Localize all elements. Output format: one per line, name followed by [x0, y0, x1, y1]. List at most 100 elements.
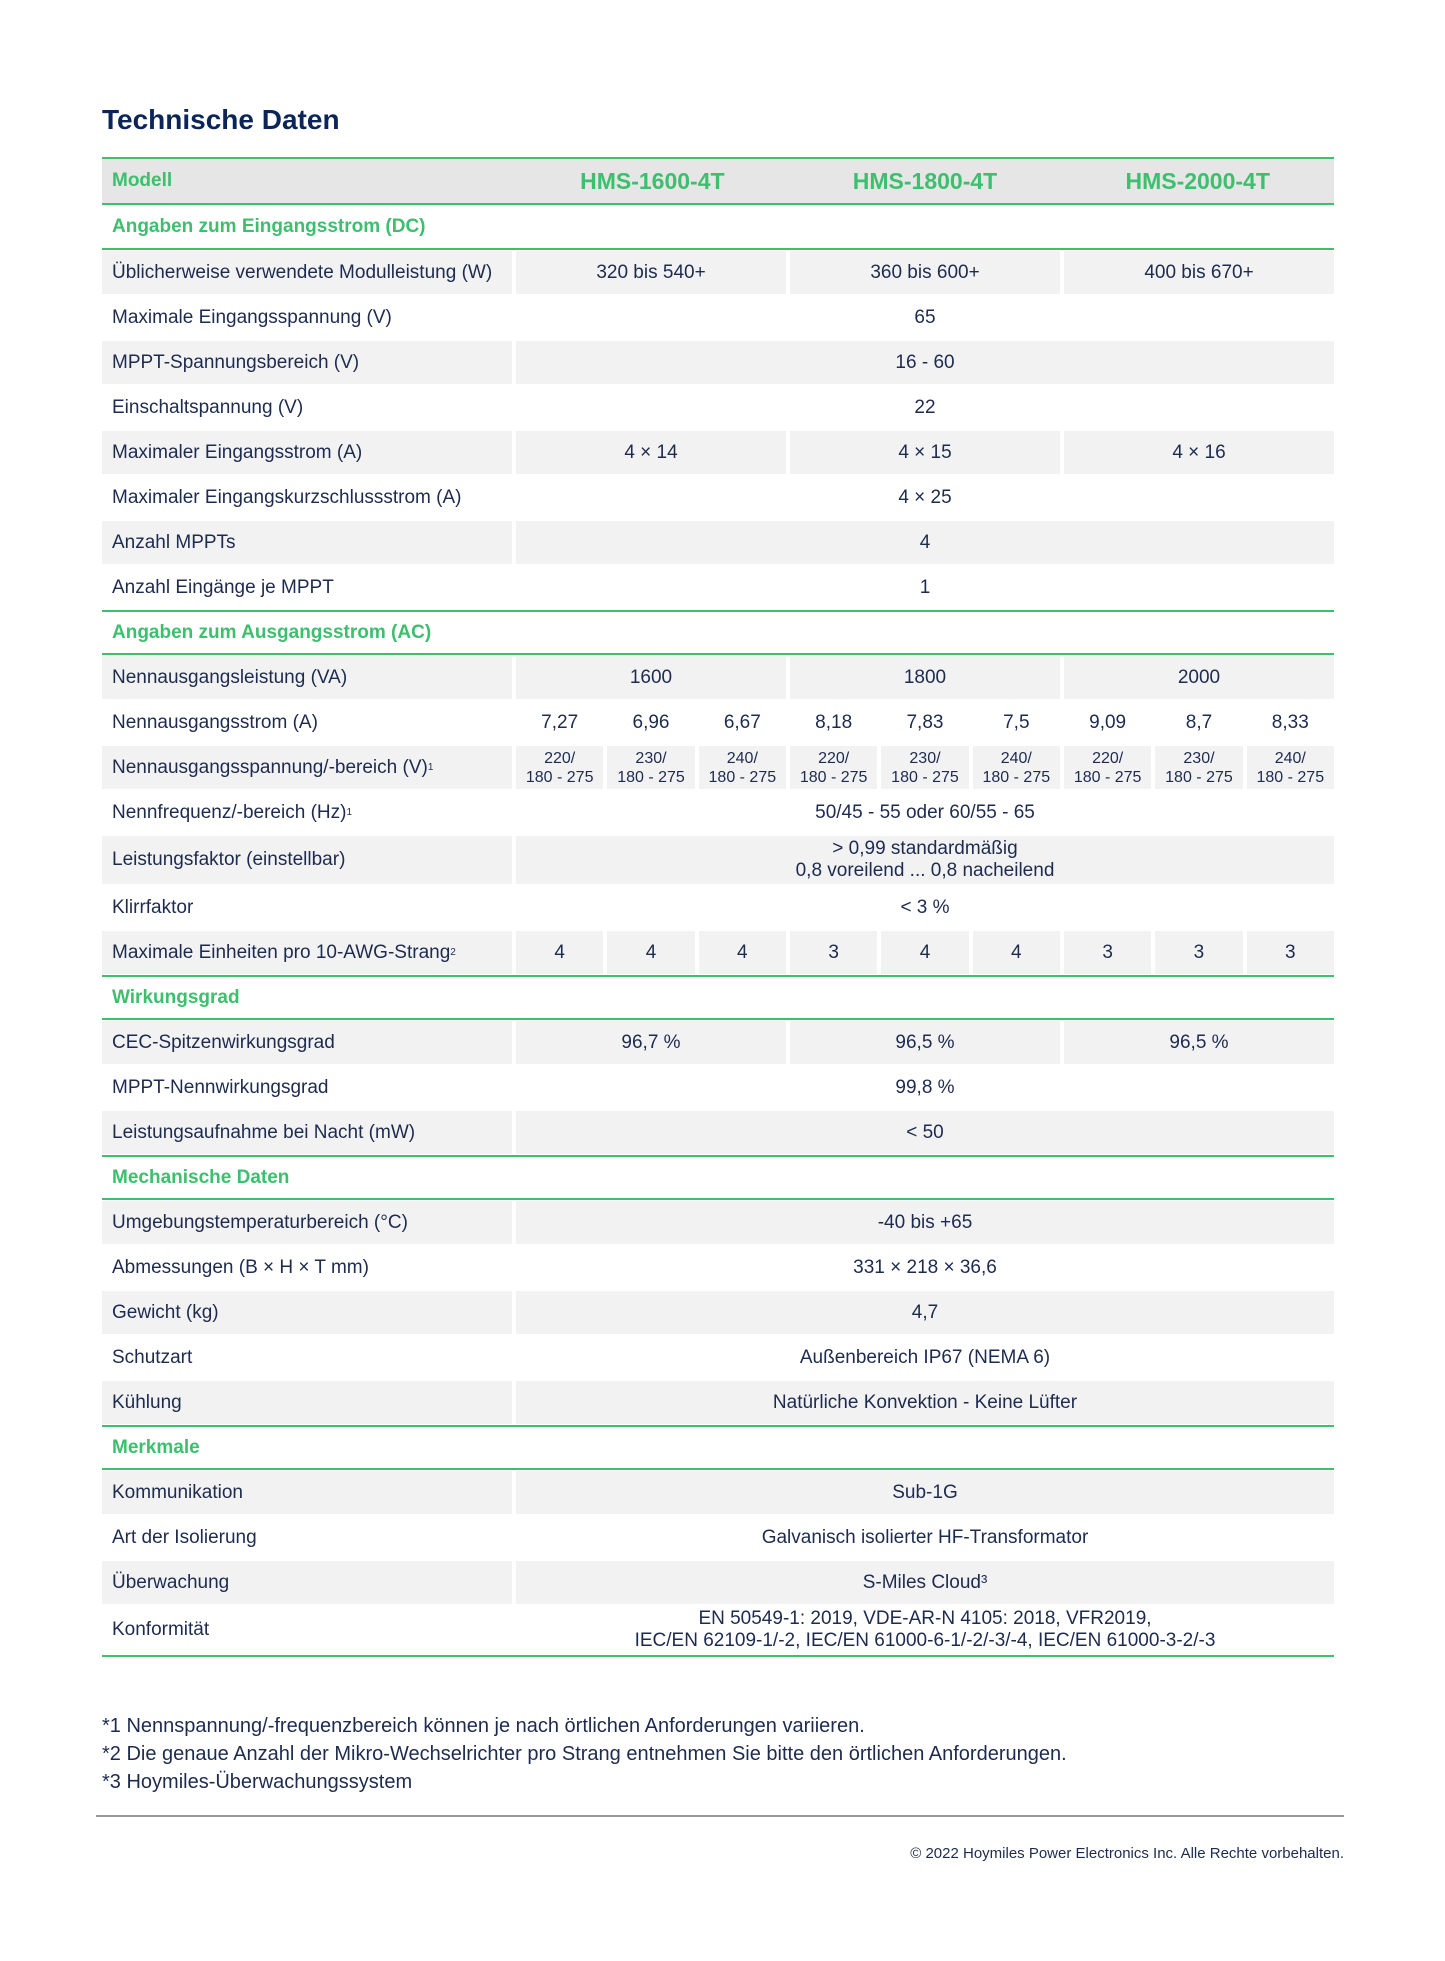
row-values: 331 × 218 × 36,6: [516, 1245, 1334, 1290]
row-label: Leistungsfaktor (einstellbar): [102, 836, 512, 884]
value-cell: 8,18: [815, 711, 853, 733]
row-label-text: CEC-Spitzenwirkungsgrad: [112, 1031, 335, 1053]
value-cell: 4: [972, 931, 1060, 974]
row-label-text: Üblicherweise verwendete Modulleistung (…: [112, 261, 493, 283]
value-cell: 16 - 60: [516, 341, 1334, 384]
value-cell: 99,8 %: [895, 1076, 955, 1098]
value-cell: 220/ 180 - 275: [516, 746, 604, 789]
row-values: 4 × 25: [516, 475, 1334, 520]
row-label: Überwachung: [102, 1561, 512, 1604]
row-label: Einschaltspannung (V): [102, 385, 512, 430]
row-label-text: Gewicht (kg): [112, 1301, 219, 1323]
row-values: 4,7: [516, 1290, 1334, 1335]
value-cell: < 50: [516, 1111, 1334, 1154]
table-row: Konformität EN 50549-1: 2019, VDE-AR-N 41…: [102, 1605, 1334, 1657]
row-label-text: Nennfrequenz/-bereich (Hz): [112, 801, 347, 823]
table-row: Nennausgangsspannung/-bereich (V) 1 220/ 1…: [102, 745, 1334, 790]
row-label-text: Kommunikation: [112, 1481, 243, 1503]
value-cell: < 3 %: [900, 896, 950, 918]
table-row: Nennausgangsstrom (A) 7,27 6,96 6,67 8,18 7,8…: [102, 700, 1334, 745]
row-label: Maximale Einheiten pro 10-AWG-Strang 2: [102, 931, 512, 974]
row-values: Natürliche Konvektion - Keine Lüfter: [516, 1380, 1334, 1425]
value-cell: 8,7: [1185, 711, 1213, 733]
header-label: Modell: [112, 170, 173, 191]
table-row: Klirrfaktor < 3 %: [102, 885, 1334, 930]
table-row: Abmessungen (B × H × T mm) 331 × 218 × 36…: [102, 1245, 1334, 1290]
row-label-text: Schutzart: [112, 1346, 193, 1368]
row-label-text: Maximaler Eingangsstrom (A): [112, 441, 363, 463]
row-label: Anzahl Eingänge je MPPT: [102, 565, 512, 610]
table-row: Leistungsaufnahme bei Nacht (mW) < 50: [102, 1110, 1334, 1155]
row-values: 96,7 % 96,5 % 96,5 %: [516, 1020, 1334, 1065]
row-label-text: MPPT-Nennwirkungsgrad: [112, 1076, 329, 1098]
model-hms-1800: HMS-1800-4T: [852, 167, 998, 194]
row-label-text: Klirrfaktor: [112, 896, 194, 918]
row-label: Nennfrequenz/-bereich (Hz) 1: [102, 790, 512, 835]
table-row: Anzahl Eingänge je MPPT 1: [102, 565, 1334, 610]
value-cell: 7,5: [1003, 711, 1030, 733]
footnote-marker: 1: [427, 762, 434, 773]
value-cell: 1800: [790, 656, 1060, 699]
model-hms-1600: HMS-1600-4T: [580, 167, 725, 194]
footnotes: *1 Nennspannung/-frequenzbereich können …: [102, 1712, 1067, 1796]
table-row: Maximaler Eingangsstrom (A) 4 × 14 4 × 15 4…: [102, 430, 1334, 475]
value-cell: 400 bis 670+: [1064, 251, 1334, 294]
row-label: Abmessungen (B × H × T mm): [102, 1245, 512, 1290]
row-values: 1: [516, 565, 1334, 610]
section-header: Wirkungsgrad: [102, 975, 1334, 1020]
row-values: S-Miles Cloud³: [516, 1560, 1334, 1605]
row-label: MPPT-Nennwirkungsgrad: [102, 1065, 512, 1110]
row-label-text: Konformität: [112, 1619, 210, 1640]
value-cell: Natürliche Konvektion - Keine Lüfter: [516, 1381, 1334, 1424]
footnote-marker: 2: [450, 947, 456, 958]
header-row: Modell HMS-1600-4T HMS-1800-4T HMS-2000-…: [102, 157, 1334, 205]
table-row: CEC-Spitzenwirkungsgrad 96,7 % 96,5 % 96,5 …: [102, 1020, 1334, 1065]
divider: [96, 1815, 1344, 1817]
value-cell: 50/45 - 55 oder 60/55 - 65: [815, 801, 1035, 823]
row-values: Sub-1G: [516, 1470, 1334, 1515]
value-cell: 4 × 15: [790, 431, 1060, 474]
section-header: Merkmale: [102, 1425, 1334, 1470]
row-label-text: Leistungsfaktor (einstellbar): [112, 849, 346, 870]
value-cell: 6,96: [632, 711, 670, 733]
value-cell: 96,5 %: [1064, 1021, 1334, 1064]
row-label: Leistungsaufnahme bei Nacht (mW): [102, 1111, 512, 1154]
value-cell: 22: [914, 396, 936, 418]
row-values: 22: [516, 385, 1334, 430]
row-values: 4: [516, 520, 1334, 565]
value-cell: 1600: [516, 656, 786, 699]
row-label-text: Nennausgangsstrom (A): [112, 711, 318, 733]
footnote: *1 Nennspannung/-frequenzbereich können …: [102, 1715, 865, 1737]
value-cell: 230/ 180 - 275: [607, 746, 695, 789]
table-row: Maximale Einheiten pro 10-AWG-Strang 2 4 4 4…: [102, 930, 1334, 975]
row-label: Umgebungstemperaturbereich (°C): [102, 1201, 512, 1244]
value-cell: 3: [1246, 931, 1334, 974]
row-label: Konformität: [102, 1605, 512, 1655]
row-values: < 50: [516, 1110, 1334, 1155]
row-label: Kommunikation: [102, 1471, 512, 1514]
table-row: Nennausgangsleistung (VA) 1600 1800 2000: [102, 655, 1334, 700]
value-cell: 4: [516, 931, 604, 974]
table-row: Art der Isolierung Galvanisch isolierter …: [102, 1515, 1334, 1560]
value-cell: > 0,99 standardmäßig 0,8 voreilend ... 0…: [516, 836, 1334, 884]
row-label-text: Leistungsaufnahme bei Nacht (mW): [112, 1121, 416, 1143]
value-cell: 331 × 218 × 36,6: [853, 1256, 997, 1278]
value-cell: 4: [698, 931, 786, 974]
value-cell: 3: [1155, 931, 1243, 974]
row-label-text: Abmessungen (B × H × T mm): [112, 1256, 369, 1278]
table-row: Überwachung S-Miles Cloud³: [102, 1560, 1334, 1605]
row-label-text: Maximale Eingangsspannung (V): [112, 306, 392, 328]
row-label: Gewicht (kg): [102, 1291, 512, 1334]
value-cell: Galvanisch isolierter HF-Transformator: [761, 1526, 1089, 1548]
row-label: Nennausgangsstrom (A): [102, 700, 512, 745]
value-cell: 3: [1063, 931, 1152, 974]
value-cell: 240/ 180 - 275: [972, 746, 1060, 789]
row-values: 16 - 60: [516, 340, 1334, 385]
section-header: Mechanische Daten: [102, 1155, 1334, 1200]
row-values: < 3 %: [516, 885, 1334, 930]
row-label: Art der Isolierung: [102, 1515, 512, 1560]
row-label-text: Überwachung: [112, 1571, 230, 1593]
copyright: © 2022 Hoymiles Power Electronics Inc. A…: [910, 1845, 1344, 1862]
table-row: Gewicht (kg) 4,7: [102, 1290, 1334, 1335]
row-label: Kühlung: [102, 1381, 512, 1424]
